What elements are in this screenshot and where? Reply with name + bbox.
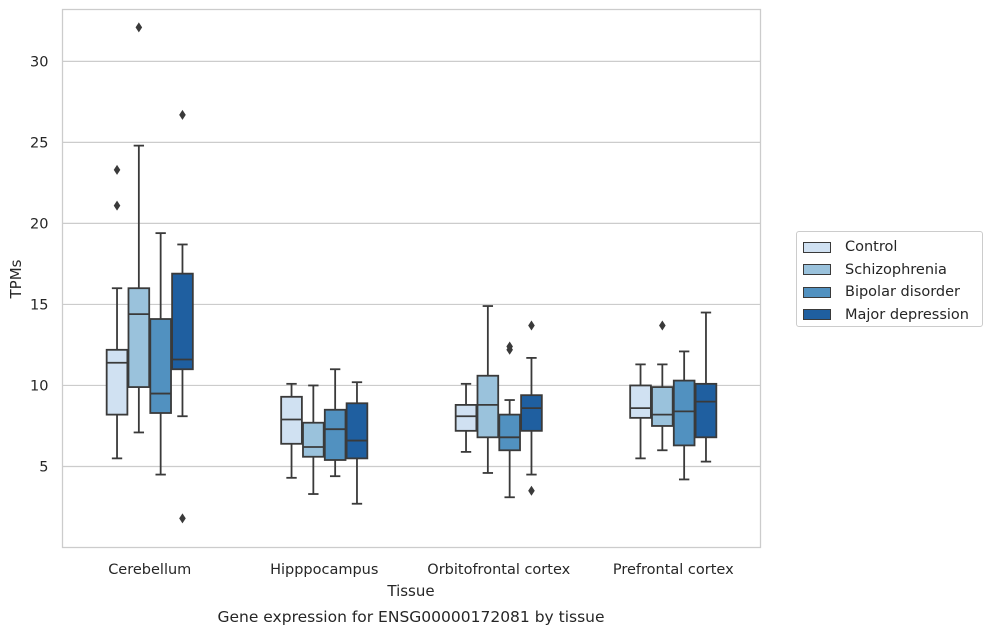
- y-tick-label: 25: [30, 135, 48, 151]
- chart-caption: Gene expression for ENSG00000172081 by t…: [217, 608, 604, 626]
- box: [127, 287, 151, 388]
- boxes: [105, 22, 718, 524]
- box: [345, 402, 369, 460]
- box: [476, 374, 500, 439]
- y-tick-label: 20: [30, 216, 48, 232]
- box-group: [629, 363, 652, 460]
- box-group: [149, 232, 172, 476]
- legend-swatch: [803, 309, 831, 321]
- box-group: [672, 350, 696, 481]
- box-group: [323, 368, 347, 478]
- box: [149, 318, 172, 414]
- legend-label: Control: [845, 239, 898, 256]
- plot-frame: [61, 8, 762, 549]
- outlier-point: [179, 109, 186, 120]
- x-tick-label: Orbitofrontal cortex: [427, 562, 570, 578]
- box-group: [105, 164, 129, 460]
- legend-label: Major depression: [845, 306, 969, 323]
- box-group: [454, 382, 478, 453]
- outlier-point: [113, 200, 121, 211]
- box-group: [127, 22, 151, 434]
- outlier-point: [528, 485, 535, 496]
- outlier-point: [179, 513, 186, 524]
- box-group: [476, 305, 500, 474]
- box: [105, 348, 129, 416]
- box-group: [651, 320, 674, 452]
- legend-swatch: [803, 241, 831, 253]
- outlier-point: [659, 320, 666, 331]
- legend-item: Schizophrenia: [803, 259, 982, 282]
- box-group: [171, 109, 194, 524]
- legend-item: Control: [803, 236, 982, 259]
- legend: Control Schizophrenia Bipolar disorder Majo…: [796, 231, 983, 327]
- y-tick-label: 30: [30, 54, 48, 70]
- box: [171, 272, 194, 371]
- outlier-point: [506, 341, 513, 352]
- box-group: [302, 384, 325, 495]
- x-axis-ticks: Cerebellum Hipppocampus Orbitofrontal cort…: [108, 562, 734, 578]
- box-group: [520, 320, 543, 496]
- box-group: [345, 381, 369, 505]
- box: [498, 413, 521, 452]
- x-tick-label: Cerebellum: [108, 562, 191, 578]
- box: [629, 384, 652, 419]
- outlier-point: [113, 164, 121, 175]
- legend-item: Bipolar disorder: [803, 281, 982, 304]
- legend-item: Major depression: [803, 304, 982, 327]
- outlier-point: [135, 22, 143, 33]
- box: [520, 394, 543, 432]
- y-tick-label: 10: [30, 378, 48, 394]
- box: [323, 408, 347, 461]
- box-group: [498, 341, 521, 499]
- box: [302, 421, 325, 458]
- box-group: [280, 382, 303, 479]
- x-tick-label: Prefrontal cortex: [613, 562, 734, 578]
- outlier-point: [528, 320, 535, 331]
- y-axis-label: TPMs: [7, 259, 25, 299]
- x-tick-label: Hipppocampus: [270, 562, 378, 578]
- box: [694, 382, 718, 439]
- box: [454, 403, 478, 432]
- box-group: [694, 311, 718, 463]
- legend-label: Bipolar disorder: [845, 284, 960, 301]
- legend-swatch: [803, 264, 831, 276]
- y-tick-label: 15: [30, 297, 48, 313]
- box: [651, 386, 674, 427]
- legend-label: Schizophrenia: [845, 261, 947, 278]
- y-axis-ticks: 5 10 15 20 25 30: [30, 54, 48, 475]
- y-tick-label: 5: [39, 459, 48, 475]
- legend-swatch: [803, 286, 831, 298]
- x-axis-label: Tissue: [386, 582, 434, 600]
- box: [672, 379, 696, 447]
